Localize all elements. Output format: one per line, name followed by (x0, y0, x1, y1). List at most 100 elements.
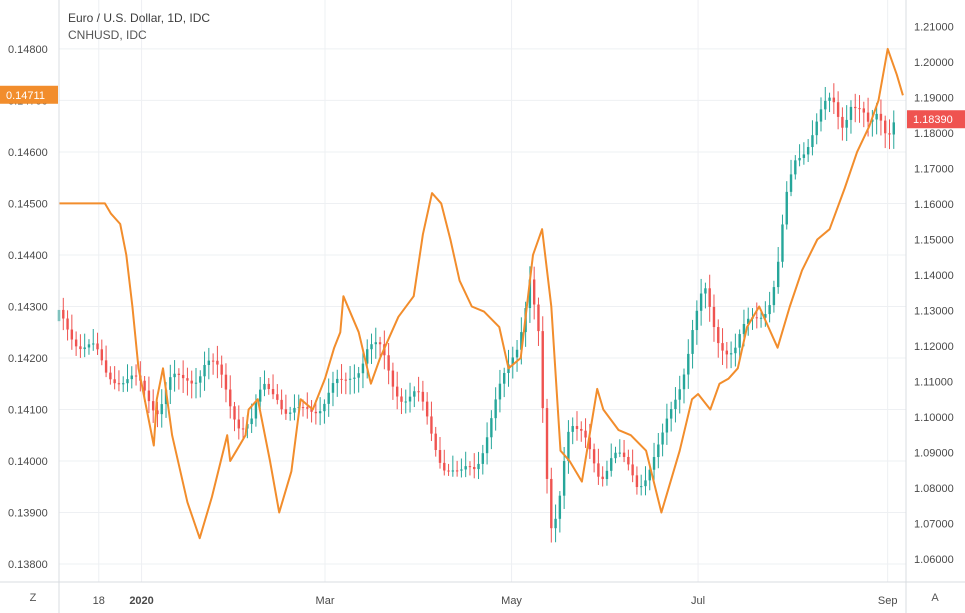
candle-body (875, 113, 878, 120)
candle-body (443, 462, 446, 471)
auto-scale-button[interactable]: A (931, 592, 939, 604)
left-tick-label: 0.14500 (8, 198, 48, 210)
candle-body (601, 476, 604, 480)
candle-body (610, 458, 613, 471)
candle-body (430, 416, 433, 434)
candle-body (571, 426, 574, 432)
candle-body (74, 339, 78, 347)
candle-body (280, 399, 283, 410)
candle-body (169, 377, 172, 390)
candle-body (772, 287, 776, 306)
candle-body (460, 469, 463, 471)
candle-body (378, 342, 382, 345)
candle-body (866, 112, 870, 122)
candle-body (113, 379, 116, 384)
eurusd-last-label-bg (907, 110, 965, 129)
right-tick-label: 1.13000 (914, 306, 954, 318)
candle-body (96, 343, 99, 350)
eurusd-candlestick-series (57, 83, 895, 543)
candle-body (849, 106, 853, 120)
candle-body (545, 408, 549, 479)
candle-body (357, 373, 360, 378)
candle-body (511, 357, 514, 365)
candle-body (661, 432, 664, 445)
candle-body (323, 403, 326, 412)
gridlines (59, 0, 906, 582)
candle-body (532, 279, 536, 305)
candle-body (284, 409, 288, 414)
candle-body (759, 317, 763, 319)
right-tick-label: 1.08000 (914, 483, 954, 495)
candle-body (216, 360, 219, 365)
candle-body (353, 377, 356, 379)
candle-body (468, 466, 472, 468)
chart-legend: Euro / U.S. Dollar, 1D, IDC CNHUSD, IDC (68, 10, 210, 44)
candle-body (674, 399, 677, 410)
candle-body (361, 363, 365, 374)
candle-body (259, 389, 262, 402)
left-tick-label: 0.14000 (8, 456, 48, 468)
left-price-axis: 0.148000.147000.146000.145000.144000.143… (8, 44, 48, 571)
candle-body (181, 374, 185, 379)
candle-body (794, 160, 797, 175)
candle-body (207, 360, 211, 365)
candle-body (832, 97, 836, 103)
candle-body (592, 449, 596, 464)
candle-body (811, 135, 814, 148)
right-tick-label: 1.15000 (914, 235, 954, 247)
candle-body (884, 120, 887, 134)
candle-body (695, 310, 699, 331)
candle-body (203, 364, 206, 377)
right-tick-label: 1.11000 (914, 376, 953, 388)
right-tick-label: 1.16000 (914, 199, 954, 211)
candle-body (644, 480, 647, 487)
candle-body (233, 406, 236, 420)
candle-body (70, 329, 74, 340)
candle-body (802, 154, 806, 158)
cnhusd-last-label: 0.14711 (6, 90, 45, 102)
timezone-button[interactable]: Z (29, 592, 37, 604)
candle-body (528, 279, 532, 309)
candle-body (173, 373, 176, 378)
candle-body (618, 452, 621, 454)
candle-body (100, 349, 104, 361)
candle-body (858, 108, 861, 110)
candle-body (537, 304, 540, 332)
cnhusd-last-label-bg (0, 85, 58, 104)
candle-body (92, 343, 95, 345)
candle-body (631, 464, 634, 476)
candle-body (657, 444, 660, 458)
candle-body (691, 330, 694, 354)
candle-body (836, 102, 840, 117)
candle-body (879, 113, 883, 121)
candle-body (550, 478, 553, 529)
right-tick-label: 1.18000 (914, 128, 954, 140)
candle-body (177, 373, 181, 375)
candle-body (819, 109, 823, 122)
left-tick-label: 0.14600 (8, 147, 48, 159)
candle-body (781, 224, 784, 262)
right-tick-label: 1.07000 (914, 518, 954, 530)
candle-body (66, 318, 69, 330)
candle-body (134, 375, 138, 377)
time-tick-label: 2020 (129, 595, 153, 607)
candle-body (276, 394, 279, 400)
candle-body (404, 401, 407, 403)
candle-body (892, 122, 895, 135)
left-tick-label: 0.14300 (8, 301, 48, 313)
cnhusd-line-series (59, 47, 904, 540)
candle-body (395, 386, 399, 397)
candle-body (473, 467, 476, 470)
candle-body (520, 332, 523, 350)
candle-body (824, 100, 827, 110)
candle-body (229, 389, 232, 407)
candle-body (721, 343, 724, 351)
candle-body (597, 463, 600, 477)
candle-body (708, 288, 711, 307)
candle-body (331, 383, 335, 393)
candle-body (421, 391, 425, 402)
candle-body (669, 409, 673, 419)
candle-body (785, 191, 788, 225)
candle-body (199, 376, 202, 383)
